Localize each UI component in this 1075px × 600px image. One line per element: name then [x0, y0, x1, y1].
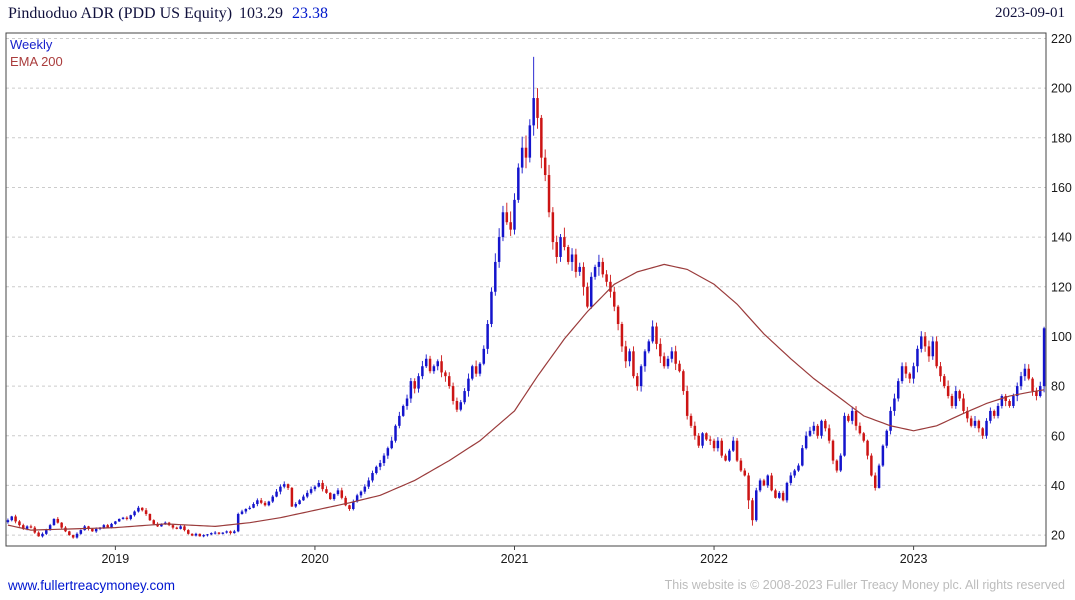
svg-text:120: 120 — [1051, 280, 1072, 294]
svg-text:40: 40 — [1051, 479, 1065, 493]
svg-text:80: 80 — [1051, 380, 1065, 394]
svg-text:160: 160 — [1051, 181, 1072, 195]
copyright-text: This website is © 2008-2023 Fuller Treac… — [664, 578, 1065, 592]
chart-header: Pinduoduo ADR (PDD US Equity) 103.29 23.38 — [8, 5, 328, 23]
svg-text:2021: 2021 — [501, 552, 529, 566]
chart-date: 2023-09-01 — [995, 5, 1065, 21]
svg-text:100: 100 — [1051, 330, 1072, 344]
svg-text:60: 60 — [1051, 429, 1065, 443]
footer: www.fullertreacymoney.com This website i… — [0, 572, 1075, 600]
svg-text:200: 200 — [1051, 82, 1072, 96]
svg-text:2023: 2023 — [900, 552, 928, 566]
legend-ema-label: EMA 200 — [10, 54, 63, 69]
last-price: 103.29 — [239, 5, 284, 22]
svg-text:180: 180 — [1051, 131, 1072, 145]
svg-text:2019: 2019 — [101, 552, 129, 566]
price-change: 23.38 — [292, 5, 329, 22]
svg-text:2020: 2020 — [301, 552, 329, 566]
svg-text:2022: 2022 — [700, 552, 728, 566]
instrument-title: Pinduoduo ADR (PDD US Equity) — [8, 5, 233, 22]
svg-text:220: 220 — [1051, 32, 1072, 46]
chart-legend: Weekly EMA 200 — [10, 36, 63, 70]
site-link[interactable]: www.fullertreacymoney.com — [8, 578, 176, 593]
legend-timeframe-label: Weekly — [10, 37, 53, 52]
svg-text:140: 140 — [1051, 231, 1072, 245]
svg-text:20: 20 — [1051, 529, 1065, 543]
